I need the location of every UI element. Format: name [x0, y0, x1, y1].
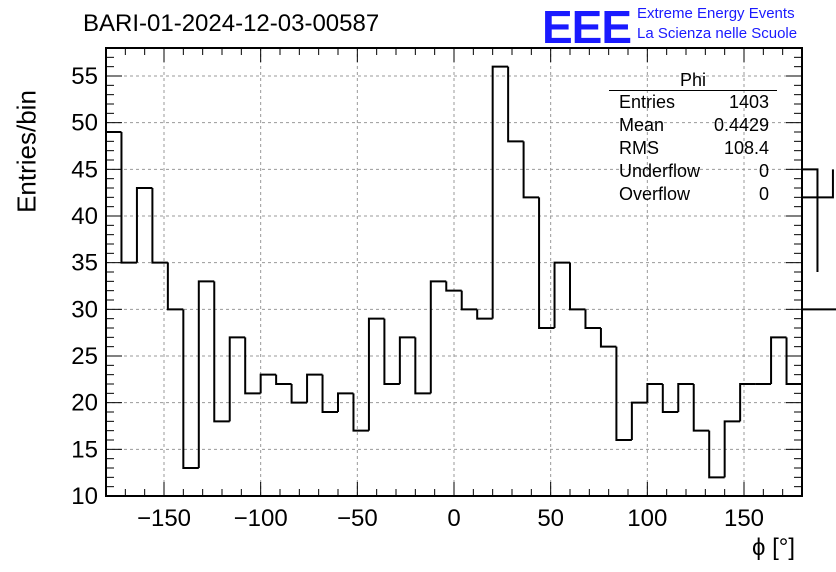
histogram-bin [259, 373, 277, 394]
histogram-bin [120, 132, 137, 264]
stats-value: 0 [758, 161, 769, 181]
histogram-bin [429, 280, 447, 394]
stats-label: Underflow [619, 161, 701, 181]
stats-row-mean: Mean 0.4429 [611, 114, 777, 137]
histogram-bin [244, 337, 261, 395]
stats-label: Mean [619, 115, 665, 135]
y-tick-label: 45 [71, 156, 98, 183]
histogram-bin [151, 188, 168, 264]
stats-title: Phi [609, 70, 777, 91]
histogram-bin [367, 317, 385, 431]
stats-row-overflow: Overflow 0 [611, 183, 777, 206]
run-title: BARI-01-2024-12-03-00587 [83, 10, 380, 37]
y-axis-label-text: Entries/bin [11, 90, 42, 213]
histogram-bin [275, 374, 292, 385]
histogram-bin [321, 374, 338, 413]
axis-ticks [105, 47, 803, 497]
stats-box: Phi Entries 1403 Mean 0.4429 RMS 108.4 Unde… [609, 70, 777, 206]
stats-value: 1403 [728, 92, 769, 112]
histogram-bin [708, 430, 725, 479]
logo-caption-line1: Extreme Energy Events [637, 5, 795, 22]
histogram-bin [135, 187, 153, 263]
histogram-bin [630, 401, 648, 440]
histogram-bin [802, 308, 836, 311]
stats-value: 0.4429 [713, 115, 769, 135]
eee-logo: EEE [542, 1, 632, 53]
histogram-bin [661, 384, 679, 413]
histogram-bin [522, 141, 540, 199]
histogram-bin [476, 309, 493, 320]
histogram-bin [770, 336, 787, 384]
histogram-bin [491, 65, 509, 319]
logo-caption-line2: La Scienza nelle Scuole [637, 25, 798, 42]
x-tick-label: 0 [447, 505, 460, 532]
x-tick-label: −50 [337, 505, 378, 532]
histogram-bin [507, 66, 524, 143]
histogram-bin [785, 337, 802, 385]
stats-row-underflow: Underflow 0 [611, 160, 777, 183]
histogram-bin [599, 328, 617, 348]
histogram-bin [414, 337, 431, 395]
y-tick-label: 50 [71, 110, 98, 137]
stats-label: RMS [619, 138, 659, 158]
y-tick-label: 20 [71, 390, 98, 417]
x-axis-label: ϕ [°] [752, 534, 796, 561]
grid-lines [106, 48, 802, 497]
x-tick-label: −100 [234, 505, 288, 532]
logo-caption: Extreme Energy Events La Scienza nelle S… [637, 4, 797, 44]
x-tick-label: 100 [627, 505, 667, 532]
histogram-bin [569, 262, 586, 311]
stats-row-rms: RMS 108.4 [611, 137, 777, 160]
axis-tick-labels: −150 −100 −50 0 50 100 150 10 15 20 25 30 35 40 45 50 55 [71, 63, 764, 532]
y-tick-label: 30 [71, 296, 98, 323]
histogram-bin [228, 336, 246, 422]
y-tick-label: 10 [71, 483, 98, 510]
histogram-bin [802, 169, 834, 199]
histogram-bin [445, 281, 462, 292]
histogram-bin [802, 168, 819, 272]
histogram-bin [352, 393, 369, 432]
histogram-bin [383, 318, 400, 385]
y-tick-label: 15 [71, 436, 98, 463]
stats-row-entries: Entries 1403 [611, 91, 777, 114]
x-tick-label: 50 [537, 505, 564, 532]
histogram-bin [615, 346, 632, 441]
histogram-bin [197, 280, 215, 468]
stats-label: Entries [619, 92, 676, 112]
histogram-bin [166, 262, 184, 311]
stats-label: Overflow [619, 184, 691, 204]
histogram-bin [538, 197, 555, 329]
y-tick-label: 25 [71, 343, 98, 370]
stats-value: 0 [758, 184, 769, 204]
stats-value: 108.4 [723, 138, 769, 158]
histogram-bin [213, 281, 230, 423]
y-tick-label: 40 [71, 203, 98, 230]
histogram-bin [290, 384, 308, 404]
histogram-bin [739, 383, 756, 422]
x-tick-label: 150 [724, 505, 764, 532]
histogram-bin [553, 261, 570, 328]
histogram-bin [337, 392, 354, 412]
histogram-bin [692, 384, 710, 432]
histogram-bin [460, 290, 478, 311]
histogram-bin [584, 309, 601, 329]
histogram-bin [646, 383, 663, 403]
y-axis-label: Entries/bin [6, 90, 46, 213]
histogram-bin [105, 131, 122, 496]
histogram-bin [723, 420, 741, 478]
x-tick-label: −150 [137, 505, 191, 532]
y-tick-label: 55 [71, 63, 98, 90]
histogram-bin [306, 373, 323, 403]
histogram-bin [677, 383, 694, 412]
histogram-bin [398, 336, 416, 384]
y-tick-label: 35 [71, 250, 98, 277]
histogram-bin [182, 309, 199, 469]
